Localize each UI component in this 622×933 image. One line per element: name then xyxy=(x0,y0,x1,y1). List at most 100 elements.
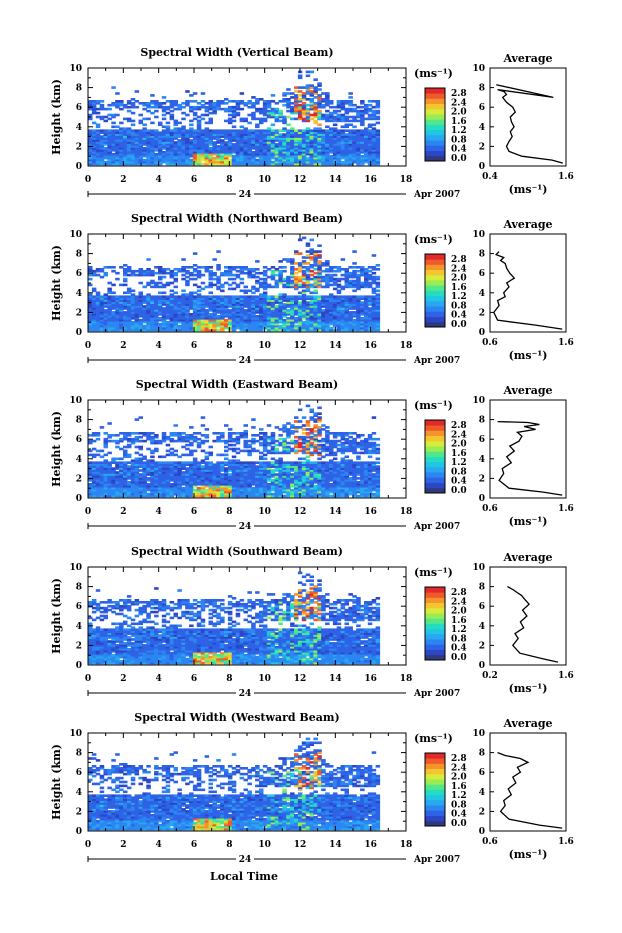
heatmap-cell xyxy=(181,461,186,464)
colorbar-swatch xyxy=(425,301,445,307)
heatmap-cell xyxy=(356,274,361,277)
heatmap-cell xyxy=(232,459,237,462)
heatmap-cell xyxy=(321,114,326,117)
heatmap-cell xyxy=(360,266,365,269)
colorbar-swatch xyxy=(425,291,445,297)
heatmap-cell xyxy=(302,290,307,293)
heatmap-cell xyxy=(298,90,303,93)
heatmap-cell xyxy=(345,100,350,103)
heatmap-cell xyxy=(348,272,353,275)
heatmap-cell xyxy=(290,280,295,283)
heatmap-cell xyxy=(317,82,322,85)
heatmap-cell xyxy=(166,321,171,324)
heatmap-cell xyxy=(298,284,303,287)
heatmap-cell xyxy=(282,258,287,261)
heatmap-cell xyxy=(88,114,93,117)
heatmap-cell xyxy=(298,262,303,265)
heatmap-cell xyxy=(360,106,365,109)
heatmap-cell xyxy=(294,276,299,279)
y-tick-label: 10 xyxy=(69,230,82,240)
heatmap-cell xyxy=(135,270,140,273)
heatmap-cell xyxy=(127,295,131,298)
heatmap-cell xyxy=(368,100,373,103)
heatmap-cell xyxy=(170,270,175,273)
heatmap-cell xyxy=(150,450,155,453)
heatmap-cell xyxy=(325,126,330,129)
heatmap-cell xyxy=(209,292,214,295)
heatmap-cell xyxy=(185,467,190,470)
heatmap-cell xyxy=(259,282,264,285)
heatmap-cell xyxy=(104,459,109,462)
heatmap-cell xyxy=(115,92,120,95)
heatmap-cell xyxy=(372,110,377,113)
heatmap-cell xyxy=(154,282,159,285)
heatmap-cell xyxy=(278,293,283,296)
heatmap-cell xyxy=(197,266,202,269)
heatmap-cell xyxy=(360,155,365,158)
x-tick-label: 12 xyxy=(294,175,307,185)
heatmap-cell xyxy=(255,159,260,162)
heatmap-cell xyxy=(181,106,186,109)
heatmap-cell xyxy=(306,243,311,246)
heatmap-cell xyxy=(313,78,318,81)
colorbar-swatch xyxy=(425,104,445,110)
heatmap-cell xyxy=(376,110,381,113)
heatmap-cell xyxy=(310,274,315,277)
heatmap-cell xyxy=(111,102,116,105)
heatmap-cell xyxy=(294,86,299,89)
heatmap-cell xyxy=(146,118,151,121)
average-title: Average xyxy=(502,52,552,65)
avg-y-tick-label: 4 xyxy=(479,289,485,299)
heatmap-cell xyxy=(135,129,140,132)
heatmap-cell xyxy=(329,284,334,287)
date-month-label: Apr 2007 xyxy=(413,356,460,366)
heatmap-cell xyxy=(197,442,202,445)
average-frame xyxy=(490,68,566,166)
heatmap-cell xyxy=(302,256,307,259)
avg-y-tick-label: 2 xyxy=(479,142,485,152)
heatmap-cell xyxy=(310,114,315,117)
heatmap-cell xyxy=(224,120,229,123)
heatmap-cell xyxy=(201,114,206,117)
heatmap-cell xyxy=(290,96,295,99)
heatmap-cell xyxy=(142,124,147,127)
heatmap-cell xyxy=(348,92,353,95)
heatmap-cell xyxy=(337,278,342,281)
heatmap-cell xyxy=(236,112,241,115)
heatmap-cell xyxy=(325,268,330,271)
heatmap-cell xyxy=(352,311,357,314)
heatmap-cell xyxy=(298,129,303,132)
heatmap-cell xyxy=(154,434,159,437)
heatmap-cell xyxy=(181,266,186,269)
heatmap-cell xyxy=(146,493,151,496)
heatmap-cell xyxy=(263,292,268,295)
heatmap-cell xyxy=(115,126,120,129)
heatmap-cell xyxy=(356,129,361,132)
heatmap-cell xyxy=(228,288,233,291)
heatmap-cell xyxy=(286,276,291,279)
heatmap-cell xyxy=(286,116,291,119)
heatmap-cell xyxy=(345,108,350,111)
heatmap-cell xyxy=(107,434,112,437)
heatmap-cell xyxy=(170,483,175,486)
heatmap-cell xyxy=(111,284,116,287)
heatmap-cell xyxy=(142,108,147,111)
heatmap-cell xyxy=(348,311,353,314)
heatmap-cell xyxy=(131,112,136,115)
y-tick-label: 0 xyxy=(76,162,82,172)
heatmap-cell xyxy=(220,129,225,132)
heatmap-cell xyxy=(278,120,283,123)
colorbar-tick-label: 0.0 xyxy=(451,154,467,164)
heatmap-cell xyxy=(177,139,182,142)
heatmap-cell xyxy=(142,305,147,308)
heatmap-cell xyxy=(290,295,295,298)
heatmap-cell xyxy=(240,282,245,285)
heatmap-cell xyxy=(302,118,307,121)
heatmap-cell xyxy=(201,434,206,437)
heatmap-cell xyxy=(212,141,217,144)
heatmap-cell xyxy=(150,112,155,115)
heatmap-cell xyxy=(146,102,151,105)
heatmap-cell xyxy=(174,108,179,111)
heatmap-cell xyxy=(310,248,315,251)
heatmap-cell xyxy=(298,301,303,304)
